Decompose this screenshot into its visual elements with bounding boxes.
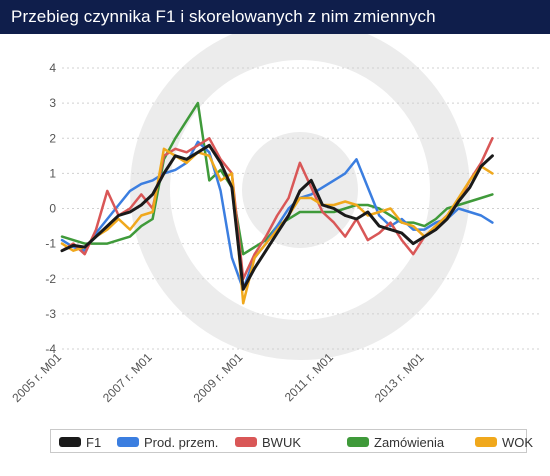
y-tick-label: 3 (49, 96, 56, 110)
y-tick-label: 1 (49, 166, 56, 180)
legend-item: BWUK (235, 434, 301, 450)
y-tick-label: -4 (45, 342, 56, 356)
y-tick-label: -3 (45, 307, 56, 321)
legend-swatch (117, 436, 139, 447)
legend: F1 Prod. przem. BWUK Zamówienia WOK (50, 429, 533, 453)
series-line-bwuk (60, 137, 494, 281)
legend-swatch (347, 436, 369, 447)
legend-label: Zamówienia (374, 435, 445, 451)
y-tick-label: 4 (49, 61, 56, 75)
y-tick-label: -2 (45, 272, 56, 286)
y-axis-ticks: 4 3 2 1 0 -1 -2 -3 -4 (45, 61, 56, 356)
y-tick-label: 2 (49, 131, 56, 145)
series-lines (60, 101, 494, 305)
y-tick-label: 0 (49, 202, 56, 216)
title-bar: Przebieg czynnika F1 i skorelowanych z n… (0, 0, 550, 34)
legend-item: WOK (475, 434, 533, 450)
series-line-prod-przem (60, 140, 494, 291)
legend-label: F1 (86, 435, 102, 451)
legend-item: F1 (59, 434, 101, 450)
legend-label: BWUK (262, 435, 301, 451)
series-line-wok (60, 147, 494, 305)
series-line-f1 (60, 143, 494, 291)
legend-label: Prod. przem. (144, 435, 219, 451)
legend-label: WOK (502, 435, 534, 451)
x-tick-label: 2007 r. M01 (100, 350, 155, 405)
watermark-ring (130, 20, 470, 360)
legend-swatch (235, 436, 257, 447)
x-tick-label: 2009 r. M01 (191, 350, 246, 405)
y-tick-label: -1 (45, 237, 56, 251)
legend-item: Zamówienia (347, 434, 444, 450)
x-axis-ticks: 2005 r. M01 2007 r. M01 2009 r. M01 2011 r.… (9, 350, 426, 405)
chart-title: Przebieg czynnika F1 i skorelowanych z n… (11, 7, 436, 26)
legend-swatch (475, 436, 497, 447)
x-tick-label: 2005 r. M01 (9, 350, 64, 405)
legend-item: Prod. przem. (117, 434, 218, 450)
legend-swatch (59, 436, 81, 447)
x-tick-label: 2013 r. M01 (372, 350, 427, 405)
